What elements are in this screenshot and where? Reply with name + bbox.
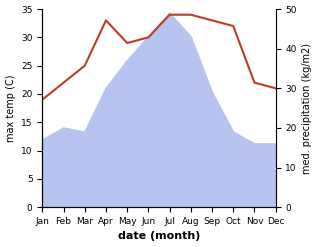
X-axis label: date (month): date (month) bbox=[118, 231, 200, 242]
Y-axis label: max temp (C): max temp (C) bbox=[5, 74, 16, 142]
Y-axis label: med. precipitation (kg/m2): med. precipitation (kg/m2) bbox=[302, 43, 313, 174]
